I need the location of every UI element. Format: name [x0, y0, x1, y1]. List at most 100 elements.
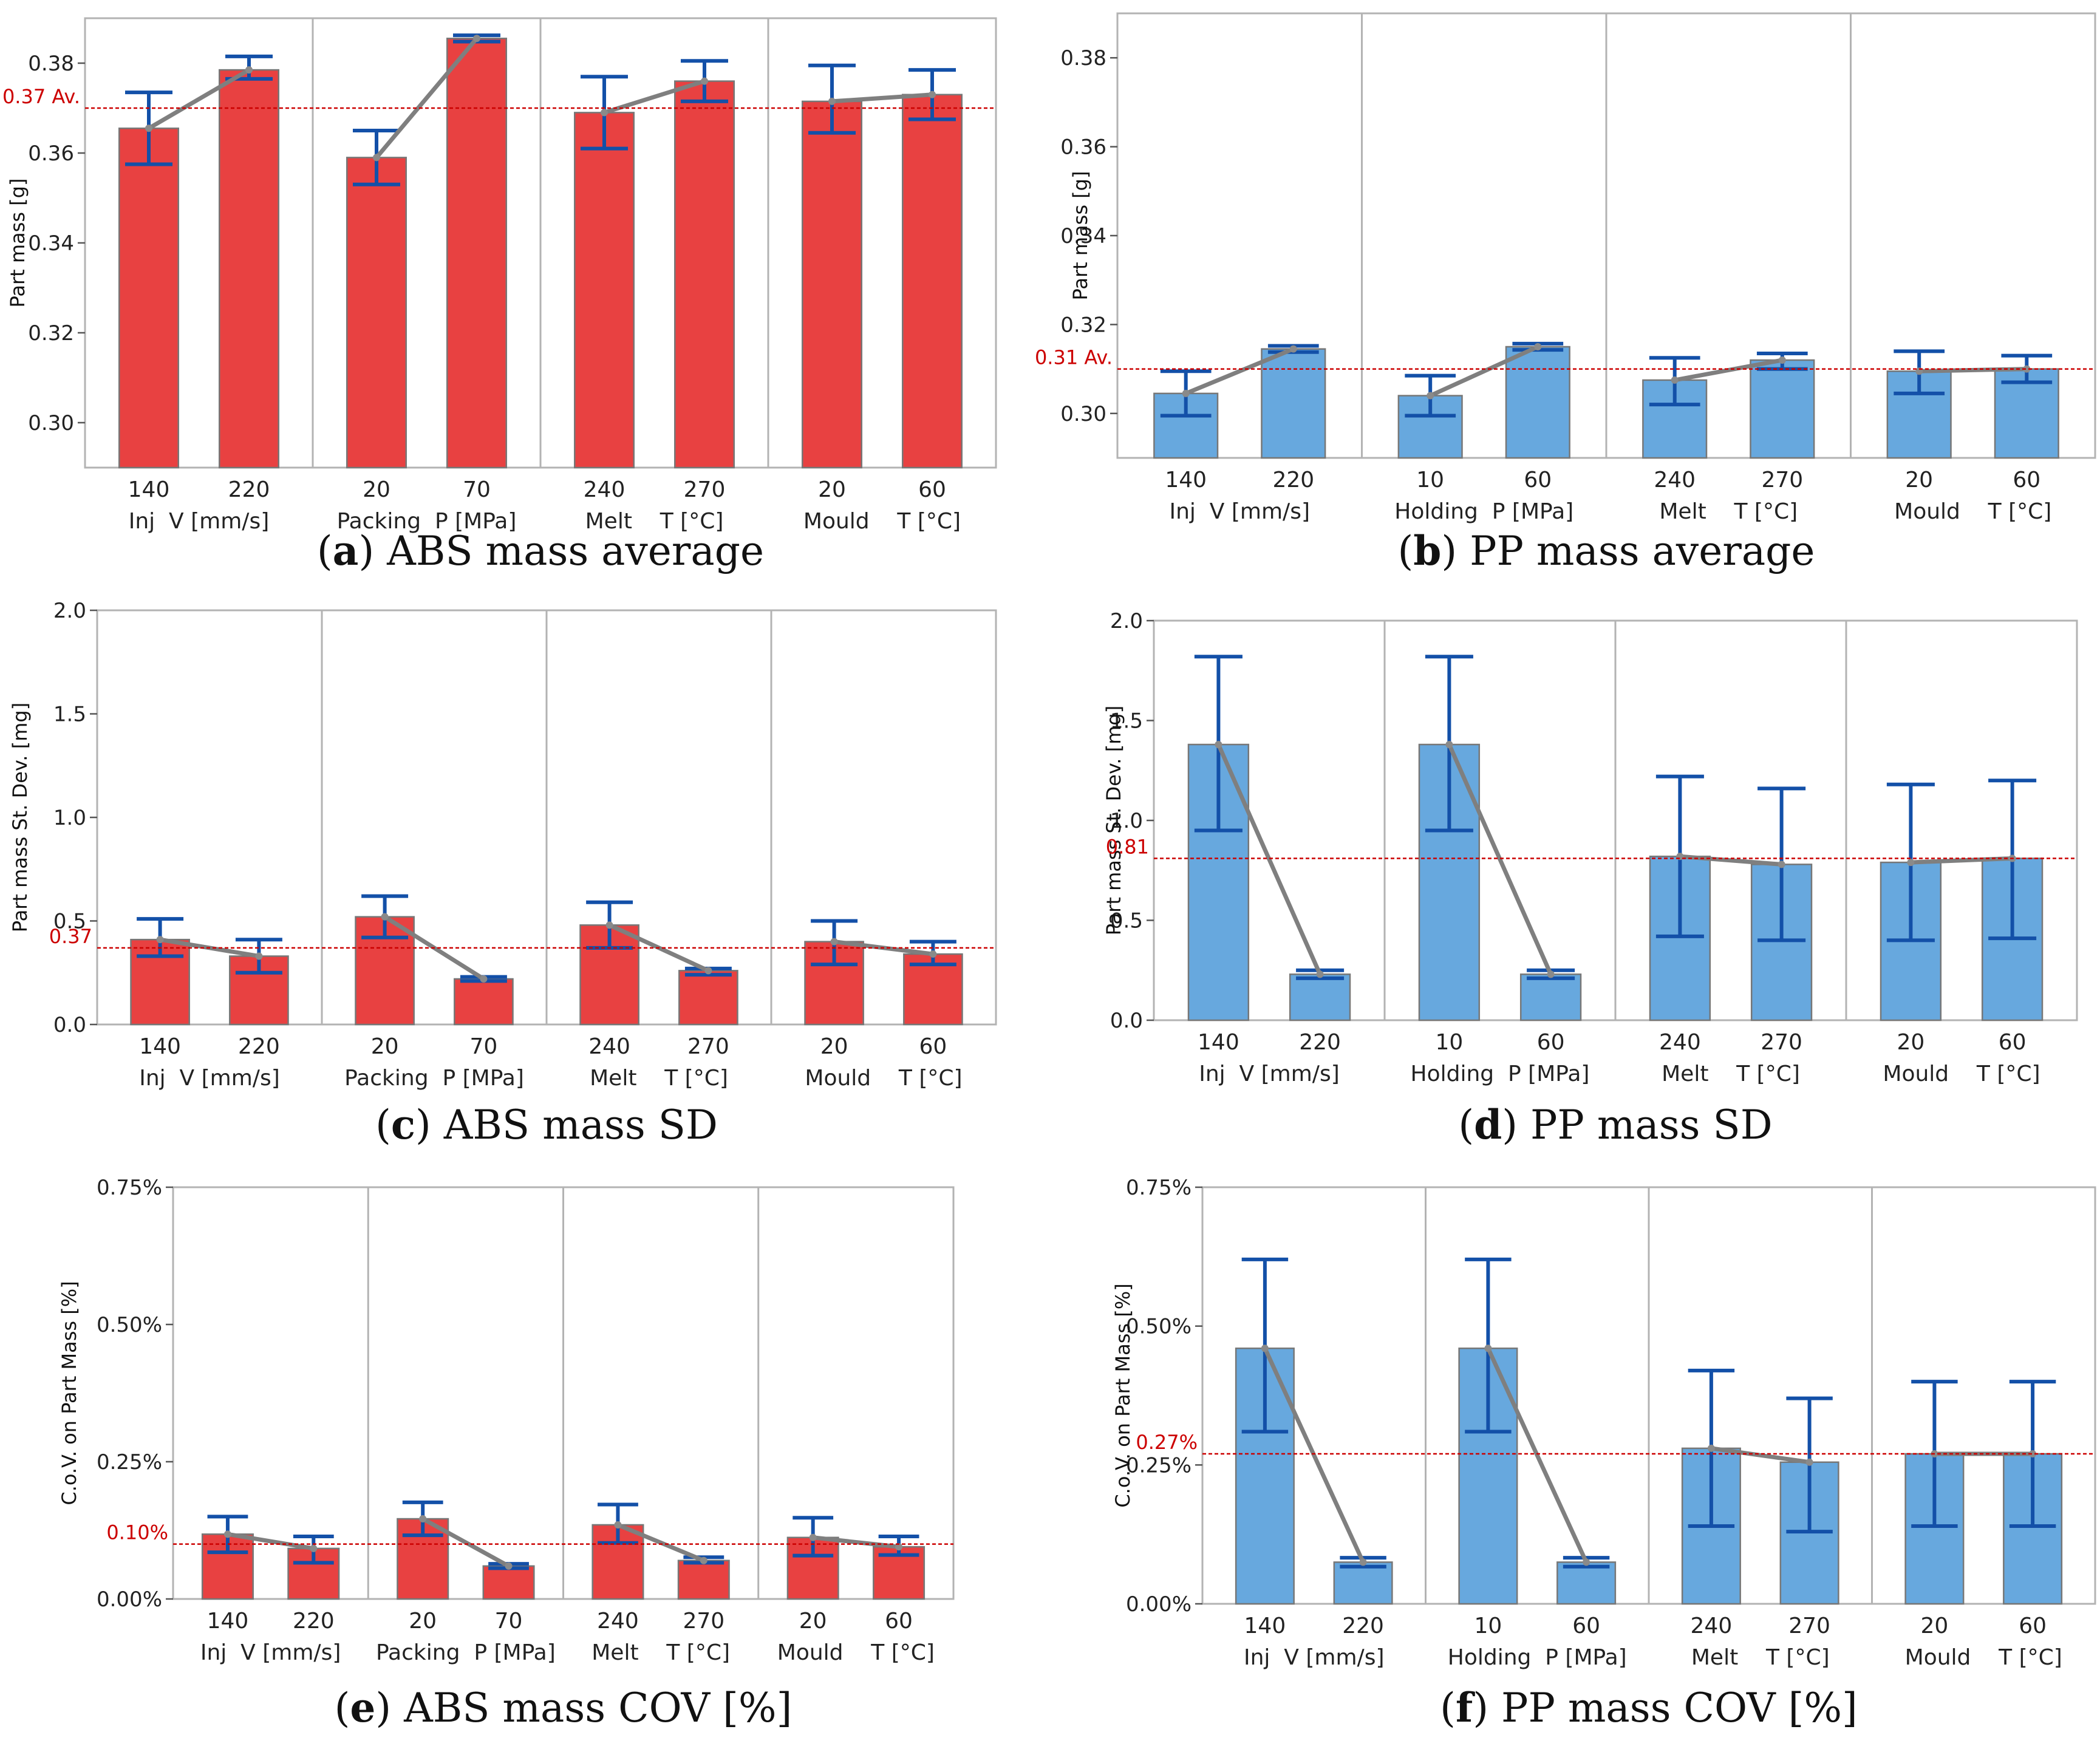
x-level-label: 140	[1198, 1030, 1239, 1055]
mean-point	[895, 1543, 903, 1551]
y-axis-title: Part mass [g]	[6, 179, 29, 308]
mean-point	[614, 1521, 622, 1529]
x-factor-label: Inj V [mm/s]	[139, 1066, 280, 1091]
caption-letter: b	[1413, 527, 1441, 574]
mean-point	[2029, 1450, 2037, 1458]
x-factor-label: Holding P [MPa]	[1411, 1062, 1590, 1086]
reference-label: 0.31 Av.	[1035, 346, 1113, 369]
caption-text: ) ABS mass average	[358, 528, 764, 574]
y-axis-title: Part mass St. Dev. [mg]	[1102, 706, 1125, 935]
x-level-label: 10	[1435, 1030, 1463, 1055]
x-factor-label: Inj V [mm/s]	[129, 509, 270, 534]
mean-point	[310, 1544, 318, 1552]
bar	[902, 94, 963, 469]
x-level-label: 60	[2019, 1614, 2047, 1638]
x-level-label: 10	[1416, 468, 1444, 493]
mean-line	[1263, 1346, 1366, 1564]
x-factor-label: Mould T [°C]	[1905, 1645, 2062, 1670]
x-factor-label: Packing P [MPa]	[337, 509, 517, 534]
mean-point	[156, 936, 164, 944]
bar	[1153, 392, 1219, 459]
mean-point	[1215, 740, 1222, 748]
x-level-label: 240	[597, 1609, 639, 1634]
mean-point	[245, 66, 253, 74]
x-level-label: 270	[1788, 1614, 1830, 1638]
mean-point	[373, 154, 380, 162]
mean-point	[480, 975, 488, 983]
caption-paren-open: (	[335, 1685, 350, 1731]
x-level-label: 20	[799, 1609, 827, 1634]
caption-letter: e	[350, 1684, 375, 1731]
y-tick-label: 0.36	[28, 141, 74, 166]
mean-point	[1583, 1558, 1590, 1566]
x-level-label: 60	[2013, 468, 2040, 493]
x-factor-label: Melt T [°C]	[590, 1066, 728, 1091]
x-level-label: 70	[469, 1034, 497, 1059]
chart-panel-b: 0.30 0.32 0.34 0.36 0.38 Part mass [g] 140 220 I…	[1035, 12, 2096, 574]
reference-label: 0.37	[49, 925, 92, 948]
x-level-label: 20	[1897, 1030, 1924, 1055]
x-level-label: 140	[1165, 468, 1207, 493]
caption-text: ) PP mass COV [%]	[1473, 1685, 1857, 1731]
y-tick-label: 0.38	[28, 52, 74, 76]
mean-point	[1445, 740, 1453, 748]
y-axis-title: Part mass St. Dev. [mg]	[9, 703, 32, 932]
y-tick-label: 2.0	[53, 599, 86, 623]
y-tick-label: 0.25%	[1126, 1453, 1191, 1478]
y-tick-label: 0.0	[53, 1013, 86, 1037]
panel-caption: (f) PP mass COV [%]	[1440, 1684, 1858, 1731]
bar	[674, 80, 735, 469]
x-level-label: 140	[1244, 1614, 1286, 1638]
caption-letter: f	[1456, 1684, 1475, 1731]
mean-point	[1359, 1558, 1367, 1566]
x-level-label: 140	[139, 1034, 181, 1059]
caption-paren-open: (	[1440, 1685, 1456, 1731]
chart-panel-f: 0.00% 0.25% 0.50% 0.75% C.o.V. on Part Mass …	[1111, 1176, 2096, 1731]
chart-panel-e: 0.00% 0.25% 0.50% 0.75% C.o.V. on Part Mass …	[58, 1176, 955, 1731]
y-tick-label: 0.32	[1060, 313, 1106, 337]
bar	[802, 100, 862, 469]
reference-label: 0.27%	[1136, 1431, 1198, 1454]
x-factor-label: Packing P [MPa]	[376, 1640, 556, 1665]
y-tick-label: 0.38	[1060, 46, 1106, 70]
x-level-label: 20	[363, 477, 390, 502]
x-level-label: 140	[128, 477, 170, 502]
mean-point	[1707, 1444, 1715, 1452]
mean-point	[1547, 970, 1555, 978]
x-factor-label: Mould T [°C]	[805, 1066, 962, 1091]
mean-point	[1261, 1345, 1269, 1352]
bar	[1750, 359, 1815, 459]
bar	[1519, 973, 1582, 1021]
y-tick-label: 0.50%	[97, 1313, 162, 1337]
x-level-label: 70	[495, 1609, 523, 1634]
x-level-label: 140	[207, 1609, 249, 1634]
panel-caption: (d) PP mass SD	[1458, 1101, 1772, 1148]
chart-panel-a: 0.30 0.32 0.34 0.36 0.38 Part mass [g] 140 220 I…	[2, 17, 997, 574]
y-axis-title: Part mass [g]	[1069, 171, 1092, 301]
x-factor-label: Inj V [mm/s]	[1169, 499, 1310, 524]
caption-text: ) PP mass SD	[1502, 1102, 1772, 1148]
mean-point	[419, 1515, 427, 1523]
bar	[678, 970, 738, 1026]
caption-paren-open: (	[317, 528, 333, 574]
panel-caption: (a) ABS mass average	[317, 527, 764, 574]
bar	[219, 69, 279, 469]
mean-point	[1805, 1458, 1813, 1466]
mean-line	[1428, 344, 1540, 398]
y-tick-label: 0.50%	[1126, 1315, 1191, 1339]
x-level-label: 60	[918, 477, 946, 502]
x-level-label: 220	[1272, 468, 1314, 493]
x-level-label: 60	[1537, 1030, 1565, 1055]
bar	[201, 1533, 254, 1600]
mean-point	[1778, 861, 1785, 868]
reference-label: 0.37 Av.	[2, 85, 80, 108]
mean-line	[1447, 742, 1553, 977]
x-factor-label: Mould T [°C]	[1883, 1062, 2040, 1086]
y-tick-label: 1.0	[53, 806, 86, 830]
mean-point	[601, 109, 608, 117]
mean-point	[1778, 356, 1786, 364]
mean-line	[1709, 1446, 1812, 1465]
x-level-label: 60	[919, 1034, 947, 1059]
x-level-label: 240	[1691, 1614, 1733, 1638]
x-level-label: 270	[1761, 468, 1803, 493]
